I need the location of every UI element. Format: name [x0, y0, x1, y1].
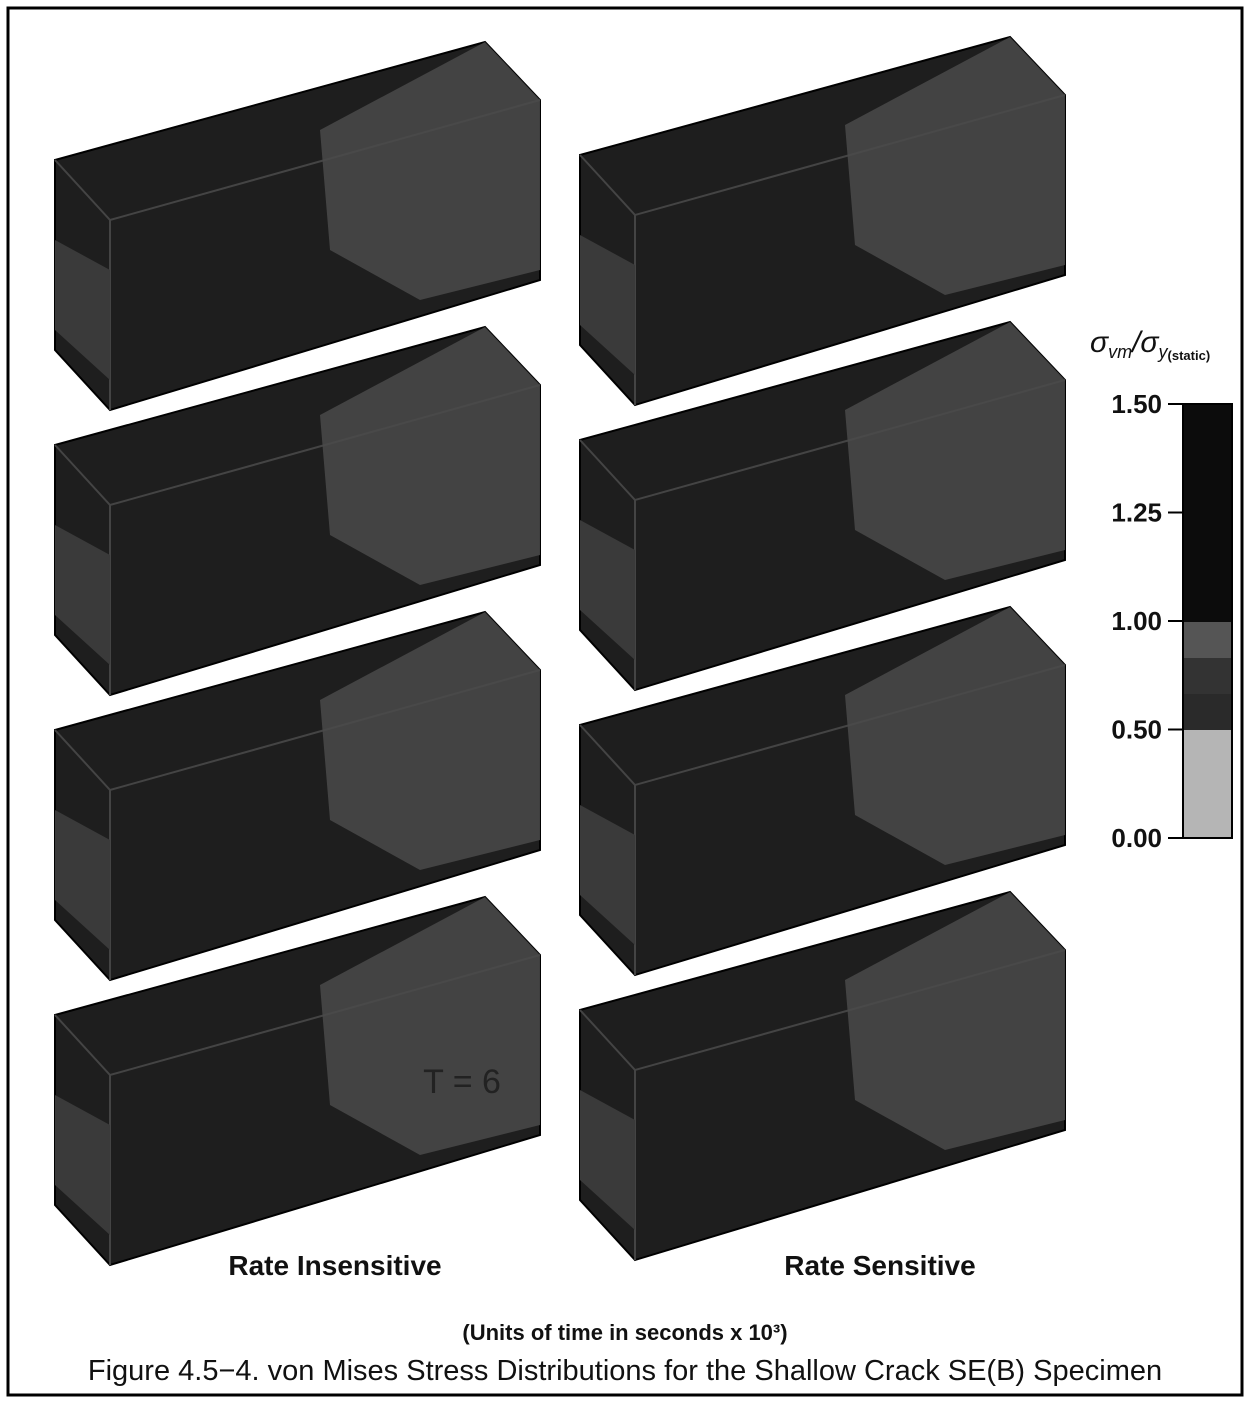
column-label: Rate Sensitive	[784, 1250, 975, 1281]
tick-label: 0.50	[1111, 715, 1162, 745]
units-note: (Units of time in seconds x 10³)	[462, 1320, 787, 1345]
color-bar	[1182, 403, 1233, 839]
tick-label: 0.00	[1111, 823, 1162, 853]
column-label: Rate Insensitive	[228, 1250, 441, 1281]
panels	[54, 36, 1066, 1266]
caption: Figure 4.5−4. von Mises Stress Distribut…	[88, 1355, 1162, 1387]
panel-label: T = 6	[423, 1063, 501, 1101]
tick-label: 1.25	[1111, 498, 1162, 528]
legend-ticks: 1.50 1.25 1.00 0.50 0.00	[1111, 389, 1183, 853]
legend-title: σvm/σy(static)	[1090, 326, 1210, 363]
tick-label: 1.50	[1111, 389, 1162, 419]
tick-label: 1.00	[1111, 606, 1162, 636]
border	[6, 6, 1244, 1397]
